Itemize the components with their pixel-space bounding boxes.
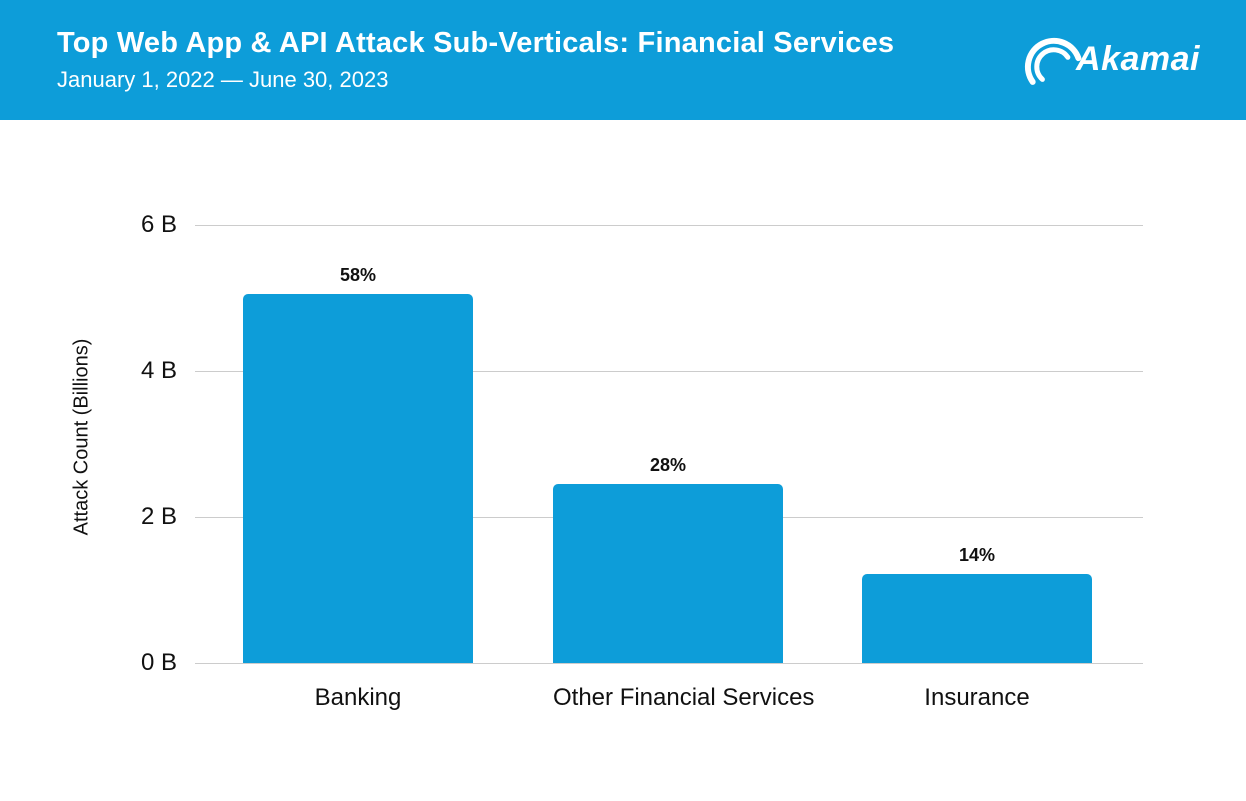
page-title: Top Web App & API Attack Sub-Verticals: …: [57, 26, 895, 59]
y-tick-label: 6 B: [140, 211, 177, 238]
bar-group-insurance: 14%: [862, 545, 1092, 663]
bar-value-label: 14%: [958, 545, 996, 565]
gridline: [195, 370, 1143, 372]
x-category-label-banking: Banking: [314, 684, 402, 711]
akamai-logo-text: Akamai: [1076, 39, 1200, 78]
y-tick-label: 4 B: [140, 357, 177, 384]
akamai-logo: Akamai: [1020, 27, 1200, 93]
bar-group-other-financial-services: 28%: [553, 455, 783, 663]
bar-group-banking: 58%: [243, 265, 473, 663]
bar-value-label: 28%: [649, 455, 687, 475]
date-range-subtitle: January 1, 2022 — June 30, 2023: [57, 67, 389, 93]
grid-row-0b-baseline: 0 B: [100, 649, 1143, 676]
bar-insurance: [862, 574, 1092, 663]
header-banner: Top Web App & API Attack Sub-Verticals: …: [0, 0, 1246, 120]
bar-banking: [243, 294, 473, 663]
akamai-swoosh-icon: [1024, 37, 1082, 85]
y-tick-label: 0 B: [140, 649, 177, 676]
y-axis-title: Attack Count (Billions): [70, 338, 93, 536]
y-tick-label: 2 B: [140, 503, 177, 530]
x-category-label-other-financial-services: Other Financial Services: [553, 684, 815, 711]
x-category-label-insurance: Insurance: [924, 684, 1030, 711]
bar-value-label: 58%: [339, 265, 377, 285]
bar-other-financial-services: [553, 484, 783, 663]
header-text-block: Top Web App & API Attack Sub-Verticals: …: [57, 27, 894, 93]
grid-row-4b: 4 B: [100, 357, 1143, 384]
grid-row-6b: 6 B: [100, 211, 1143, 238]
x-axis-baseline: [195, 662, 1143, 664]
gridline: [195, 224, 1143, 226]
